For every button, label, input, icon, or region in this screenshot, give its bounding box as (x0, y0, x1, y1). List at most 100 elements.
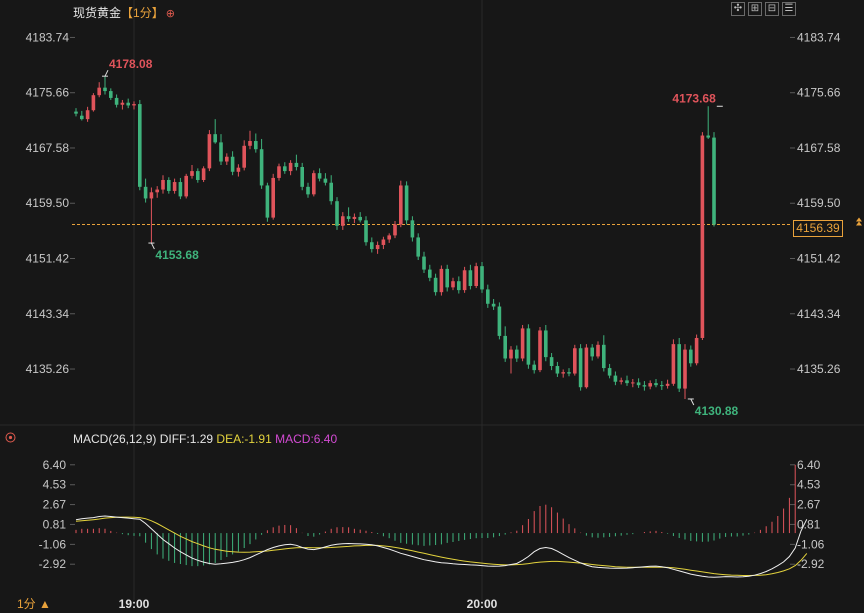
candle-body-35 (277, 166, 281, 178)
candle-body-61 (428, 269, 432, 278)
candle-body-67 (462, 270, 467, 291)
candle-15 (161, 175, 165, 194)
candle-90 (596, 341, 600, 359)
candle-body-56 (399, 185, 403, 225)
candle-83 (555, 361, 560, 377)
macd-axis-right: 6.40 4.53 2.67 0.81 -1.06 -2.92 (790, 458, 825, 571)
candle-108 (700, 132, 705, 341)
timeframe-label[interactable]: 【1分】 (121, 6, 164, 20)
time-axis: 19:00 20:00 (119, 597, 498, 611)
price-tick-label-left-5: 4143.34 (26, 307, 70, 321)
target-icon[interactable] (5, 432, 16, 443)
candle-body-45 (335, 201, 339, 226)
candle-body-80 (538, 330, 542, 371)
macd-tick-label-right-0: 6.40 (797, 458, 821, 472)
candle-16 (167, 177, 171, 194)
candle-body-44 (329, 182, 333, 202)
price-tick-label-right-5: 4143.34 (797, 307, 841, 321)
candle-body-58 (410, 220, 415, 238)
candle-body-22 (201, 168, 206, 180)
candle-1 (80, 110, 84, 121)
candle-76 (515, 345, 519, 362)
candle-12 (143, 178, 148, 203)
zoom-fit-icon[interactable]: ✣ (731, 2, 745, 16)
candle-body-62 (433, 277, 438, 293)
candle-72 (491, 298, 496, 310)
candle-22 (201, 166, 206, 183)
period-selector[interactable]: 1分 ▲ (17, 595, 51, 612)
candle-body-107 (694, 337, 699, 364)
candle-body-14 (155, 189, 159, 193)
candle-body-13 (149, 192, 154, 199)
candle-body-68 (468, 270, 473, 286)
candle-body-98 (642, 385, 647, 387)
candle-2 (85, 106, 90, 122)
candle-80 (538, 327, 542, 373)
candle-26 (225, 153, 229, 165)
candle-body-51 (370, 242, 374, 250)
candle-88 (584, 344, 589, 389)
price-tick-label-right-4: 4151.42 (797, 252, 841, 266)
candle-body-5 (103, 87, 107, 92)
settings-icon[interactable]: ☰ (782, 2, 796, 16)
candle-body-54 (387, 235, 391, 240)
candle-17 (172, 178, 177, 194)
candle-body-4 (97, 87, 101, 96)
macd-tick-label-right-5: -2.92 (797, 557, 825, 571)
candle-body-24 (213, 134, 217, 143)
candle-47 (346, 207, 351, 222)
low_2-leader (690, 398, 695, 406)
candle-68 (468, 264, 473, 290)
candle-81 (544, 324, 548, 362)
candle-10 (132, 101, 136, 110)
candle-86 (573, 344, 577, 376)
candle-body-53 (381, 239, 386, 245)
candle-body-109 (706, 135, 710, 138)
chart-toolbar: ✣ ⊞ ⊟ ☰ (731, 2, 796, 16)
candle-body-7 (114, 97, 119, 105)
macd-axis-left: 6.40 4.53 2.67 0.81 -1.06 -2.92 (39, 458, 75, 571)
zoom-in-icon[interactable]: ⊞ (748, 2, 762, 16)
price-scroll-icon[interactable] (856, 217, 862, 226)
candle-41 (312, 170, 316, 197)
candle-35 (277, 163, 281, 181)
candle-62 (433, 273, 438, 296)
candle-body-32 (259, 149, 264, 186)
zoom-out-icon[interactable]: ⊟ (765, 2, 779, 16)
candle-body-38 (294, 162, 299, 167)
price-tick-label-right-1: 4175.66 (797, 86, 841, 100)
candle-body-104 (677, 344, 681, 389)
candle-69 (474, 262, 478, 289)
candle-13 (149, 187, 154, 244)
candle-body-105 (683, 349, 687, 389)
candle-body-39 (300, 166, 304, 187)
candle-body-6 (109, 91, 113, 98)
candle-52 (375, 241, 380, 254)
symbol-name: 现货黄金 (73, 6, 122, 20)
time-tick-label-1: 20:00 (467, 597, 498, 611)
candle-body-19 (184, 175, 188, 197)
candle-body-76 (515, 349, 519, 359)
plus-circle-icon[interactable]: ⊕ (165, 8, 175, 20)
candle-32 (259, 138, 264, 189)
candle-60 (422, 251, 426, 274)
candle-body-95 (625, 380, 629, 384)
low_1-label: 4153.68 (155, 248, 199, 262)
macd-tick-label-left-2: 2.67 (43, 498, 67, 512)
candle-53 (381, 236, 386, 250)
candle-95 (625, 375, 629, 386)
candle-body-30 (248, 141, 252, 146)
candle-body-3 (91, 95, 96, 111)
candle-body-78 (526, 328, 531, 365)
candle-body-84 (561, 372, 565, 374)
candle-body-69 (474, 266, 478, 286)
candle-85 (567, 368, 571, 377)
candlestick-series (74, 76, 716, 399)
candle-74 (503, 326, 507, 362)
macd-histogram (75, 464, 796, 567)
candle-body-23 (207, 134, 212, 169)
candle-body-9 (126, 102, 130, 106)
chart-header: 现货黄金【1分】 ⊕ (73, 4, 175, 21)
candle-body-70 (480, 266, 484, 290)
